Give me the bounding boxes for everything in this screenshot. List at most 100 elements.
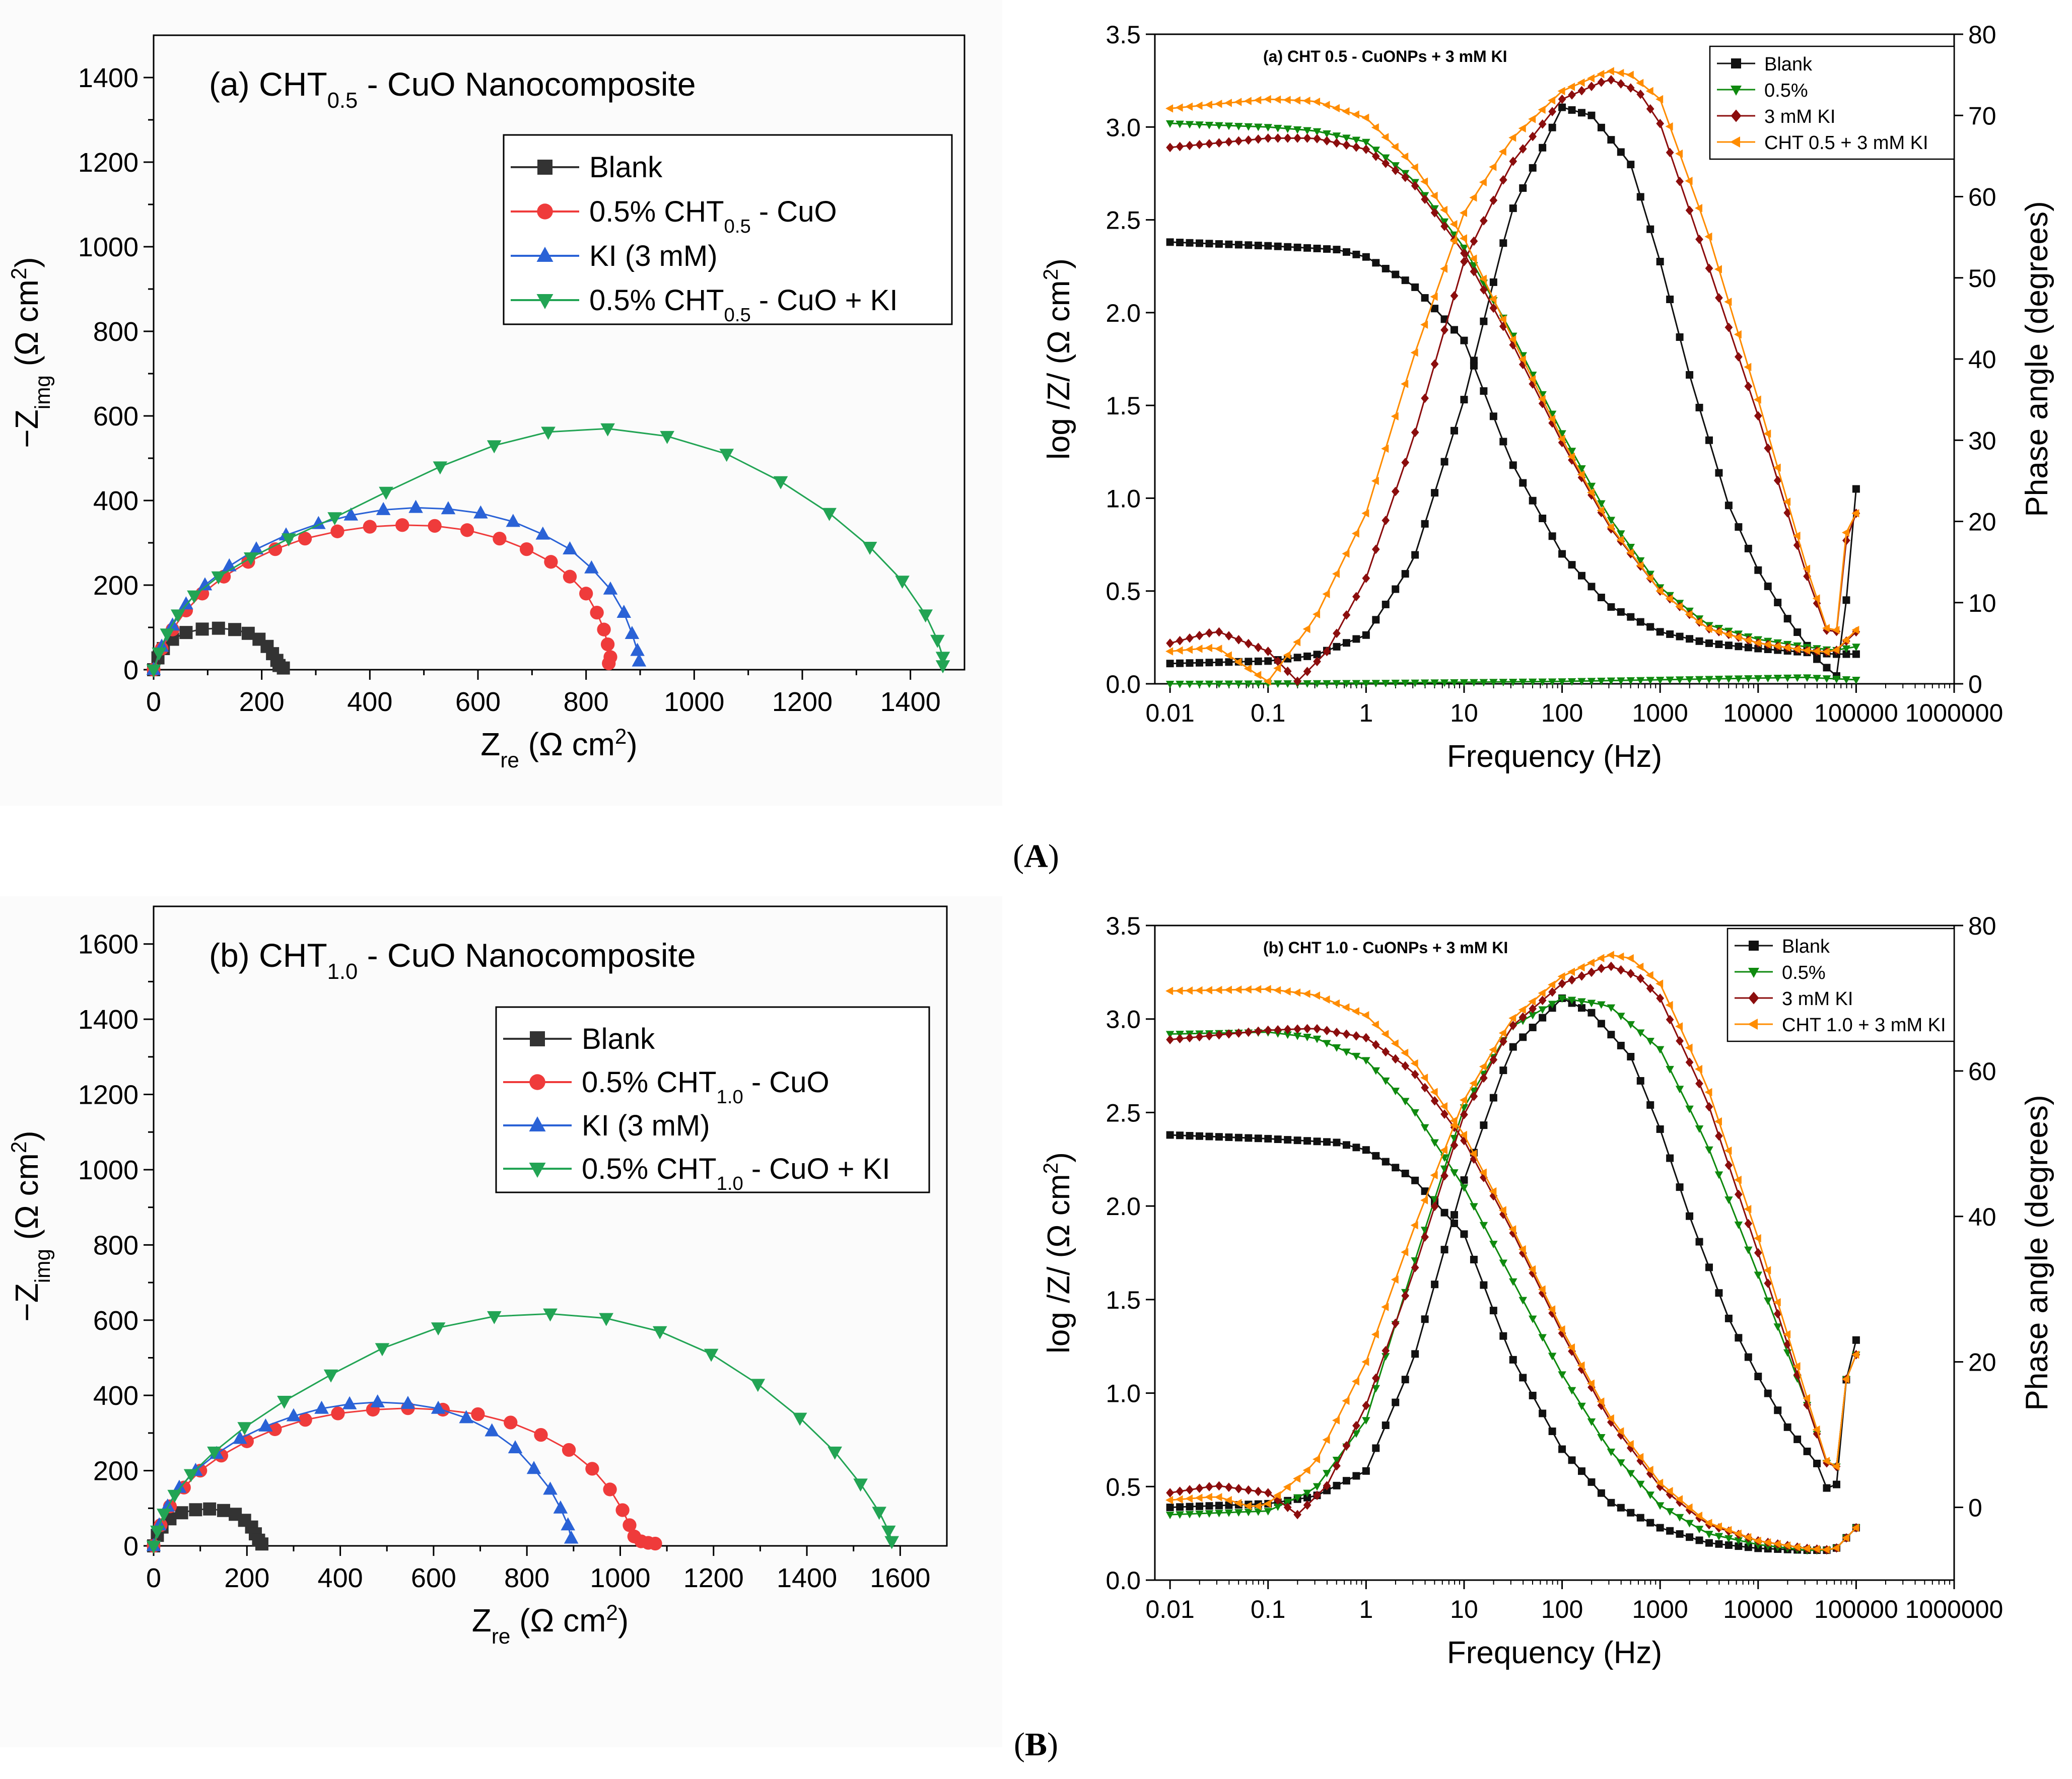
bode-a-phase-point-orange-28	[1440, 264, 1448, 273]
bode-b-mag-point-orange-1	[1175, 986, 1183, 995]
bode-b-phase-point-orange-62	[1773, 1298, 1781, 1307]
nyq-b-point-red-15	[534, 1428, 548, 1442]
bode-a-phase-point-orange-49	[1645, 87, 1653, 96]
bode-b-phase-point-orange-24	[1401, 1248, 1409, 1256]
bode-a-phase-point-maroon-55	[1705, 263, 1713, 273]
bode-a-phase-point-orange-13	[1293, 637, 1301, 647]
bode-a-mag-point-black-55	[1705, 639, 1713, 647]
bode-a-mag-point-green2-47	[1626, 543, 1635, 551]
bode-a-xtick-label-7: 100000	[1814, 699, 1898, 727]
bode-b-legend-marker-black	[1749, 941, 1759, 951]
bode-b-mag-point-orange-14	[1302, 989, 1310, 998]
nyq-a-point-blank-4	[179, 626, 193, 639]
nyq-b-legend-label-green-part-2: - CuO + KI	[743, 1153, 890, 1185]
bode-b-mag-point-orange-8	[1244, 985, 1252, 994]
bode-b-mag-point-orange-31	[1469, 1150, 1477, 1158]
bode-a-phase-point-orange-25	[1410, 348, 1418, 357]
bode-a-phase-point-orange-2	[1185, 645, 1193, 654]
bode-a-mag-point-orange-33	[1489, 295, 1497, 304]
bode-a-mag-point-orange-24	[1401, 152, 1409, 161]
bode-a-ytick-label-2: 1.0	[1106, 484, 1141, 513]
nyq-b-point-green-11	[487, 1311, 502, 1324]
bode-a-phase-point-orange-23	[1391, 412, 1399, 420]
bode-a-mag-point-orange-38	[1538, 395, 1546, 403]
bode-a-ylabel-part-2: )	[1042, 258, 1076, 269]
bode-a-mag-point-green2-69	[1842, 645, 1851, 653]
bode-a-phase-point-green2-22	[1382, 680, 1390, 688]
bode-a-mag-point-orange-37	[1528, 375, 1536, 384]
bode-b-phase-point-maroon-36	[1518, 1012, 1527, 1022]
bode-b-mag-point-black-2	[1186, 1131, 1194, 1140]
bode-a-phase-point-green2-56	[1714, 676, 1723, 684]
bode-b-mag-point-black-48	[1636, 1514, 1644, 1522]
bode-b-phase-point-maroon-19	[1352, 1420, 1360, 1431]
bode-a-phase-point-black-64	[1793, 628, 1802, 636]
bode-a-phase-point-black-21	[1372, 616, 1380, 624]
bode-b-phase-point-orange-66	[1812, 1425, 1820, 1434]
nyq-b-ytick-label-8: 1600	[78, 930, 139, 960]
nyq-b-legend-label-blue-part-0: KI (3 mM)	[582, 1109, 710, 1142]
bode-a-phase-point-orange-27	[1430, 293, 1438, 301]
nyq-a-ylabel-part-4: )	[9, 257, 45, 267]
bode-b-phase-point-orange-5	[1214, 1492, 1222, 1502]
bode-a-phase-point-orange-43	[1586, 74, 1595, 83]
bode-a-phase-point-green2-53	[1685, 676, 1694, 684]
bode-b-mag-point-green2-32	[1479, 1222, 1488, 1230]
bode-a-phase-point-maroon-1	[1176, 635, 1184, 646]
bode-a-phase-point-maroon-32	[1480, 216, 1488, 226]
bode-b-mag-point-orange-70	[1851, 1523, 1859, 1532]
bode-b-phase-point-green2-9	[1254, 1508, 1263, 1516]
nyq-a-ylabel-part-3: 2	[7, 268, 31, 279]
nyq-b-point-blue-12	[400, 1396, 416, 1409]
nyq-a-ylabel-part-2: (Ω cm	[9, 279, 45, 375]
bode-b-mag-point-maroon-16	[1323, 1026, 1331, 1036]
bode-b-phase-point-green2-0	[1165, 1512, 1175, 1519]
bode-a-mag-point-orange-17	[1332, 104, 1340, 113]
bode-b-phase-point-orange-32	[1479, 1062, 1487, 1071]
bode-b-phase-point-orange-25	[1410, 1221, 1418, 1230]
bode-b-mag-point-maroon-4	[1205, 1031, 1213, 1041]
bode-b-mag-point-black-32	[1480, 1281, 1488, 1289]
bode-b-phase-point-black-0	[1166, 1504, 1174, 1512]
nyq-a-point-green-23	[935, 660, 950, 674]
bode-a-mag-point-orange-58	[1734, 633, 1742, 642]
bode-a-mag-point-maroon-13	[1293, 133, 1302, 143]
bode-a-phase-point-black-10	[1264, 657, 1272, 665]
bode-a-mag-point-orange-5	[1214, 99, 1222, 108]
nyq-b-frame	[153, 905, 948, 1547]
bode-b-mag-point-orange-13	[1293, 988, 1301, 997]
bode-b-phase-point-maroon-35	[1509, 1021, 1517, 1030]
nyq-a-point-green-9	[379, 486, 393, 500]
bode-b-phase-point-orange-61	[1763, 1266, 1771, 1274]
bode-b-phase-point-black-23	[1392, 1398, 1400, 1406]
bode-a-phase-point-orange-16	[1322, 590, 1330, 598]
bode-a-mag-point-black-50	[1656, 628, 1664, 636]
bode-b-mag-point-orange-48	[1636, 1453, 1644, 1461]
bode-a-phase-point-black-38	[1539, 144, 1547, 152]
bode-a-mag-point-orange-42	[1577, 470, 1585, 479]
bode-b-phase-point-black-4	[1205, 1502, 1213, 1510]
bode-b-phase-point-maroon-14	[1303, 1500, 1311, 1510]
bode-b-mag-point-orange-53	[1685, 1503, 1693, 1512]
bode-b-phase-point-orange-29	[1449, 1121, 1458, 1129]
bode-a-phase-point-green2-67	[1822, 675, 1831, 683]
bode-b-phase-point-maroon-6	[1225, 1482, 1233, 1492]
bode-a-phase-point-black-27	[1431, 489, 1439, 497]
bode-b-legend-label-black: Blank	[1782, 936, 1830, 957]
bode-a-mag-point-orange-50	[1655, 587, 1664, 595]
bode-a-mag-point-green2-19	[1352, 136, 1361, 145]
nyq-b-point-red-8	[298, 1413, 312, 1427]
bode-a-phase-point-orange-22	[1381, 444, 1389, 453]
nyq-a-xlabel-part-0: Z	[480, 726, 500, 762]
bode-a-phase-point-green2-59	[1744, 675, 1753, 683]
bode-a-phase-point-orange-44	[1597, 69, 1605, 79]
bode-a-phase-point-maroon-23	[1391, 486, 1400, 496]
nyq-b-legend-label-red-part-0: 0.5% CHT	[582, 1066, 717, 1099]
nyq-a-point-blue-18	[603, 581, 618, 595]
bode-a-mag-point-black-37	[1529, 496, 1537, 505]
bode-a-mag-point-black-70	[1852, 650, 1860, 658]
nyq-a-point-blue-4	[197, 577, 213, 591]
bode-b-y2tick-label-0: 0	[1968, 1494, 1982, 1522]
nyq-b-point-blank-6	[203, 1502, 217, 1516]
bode-a-mag-point-maroon-25	[1411, 181, 1419, 191]
